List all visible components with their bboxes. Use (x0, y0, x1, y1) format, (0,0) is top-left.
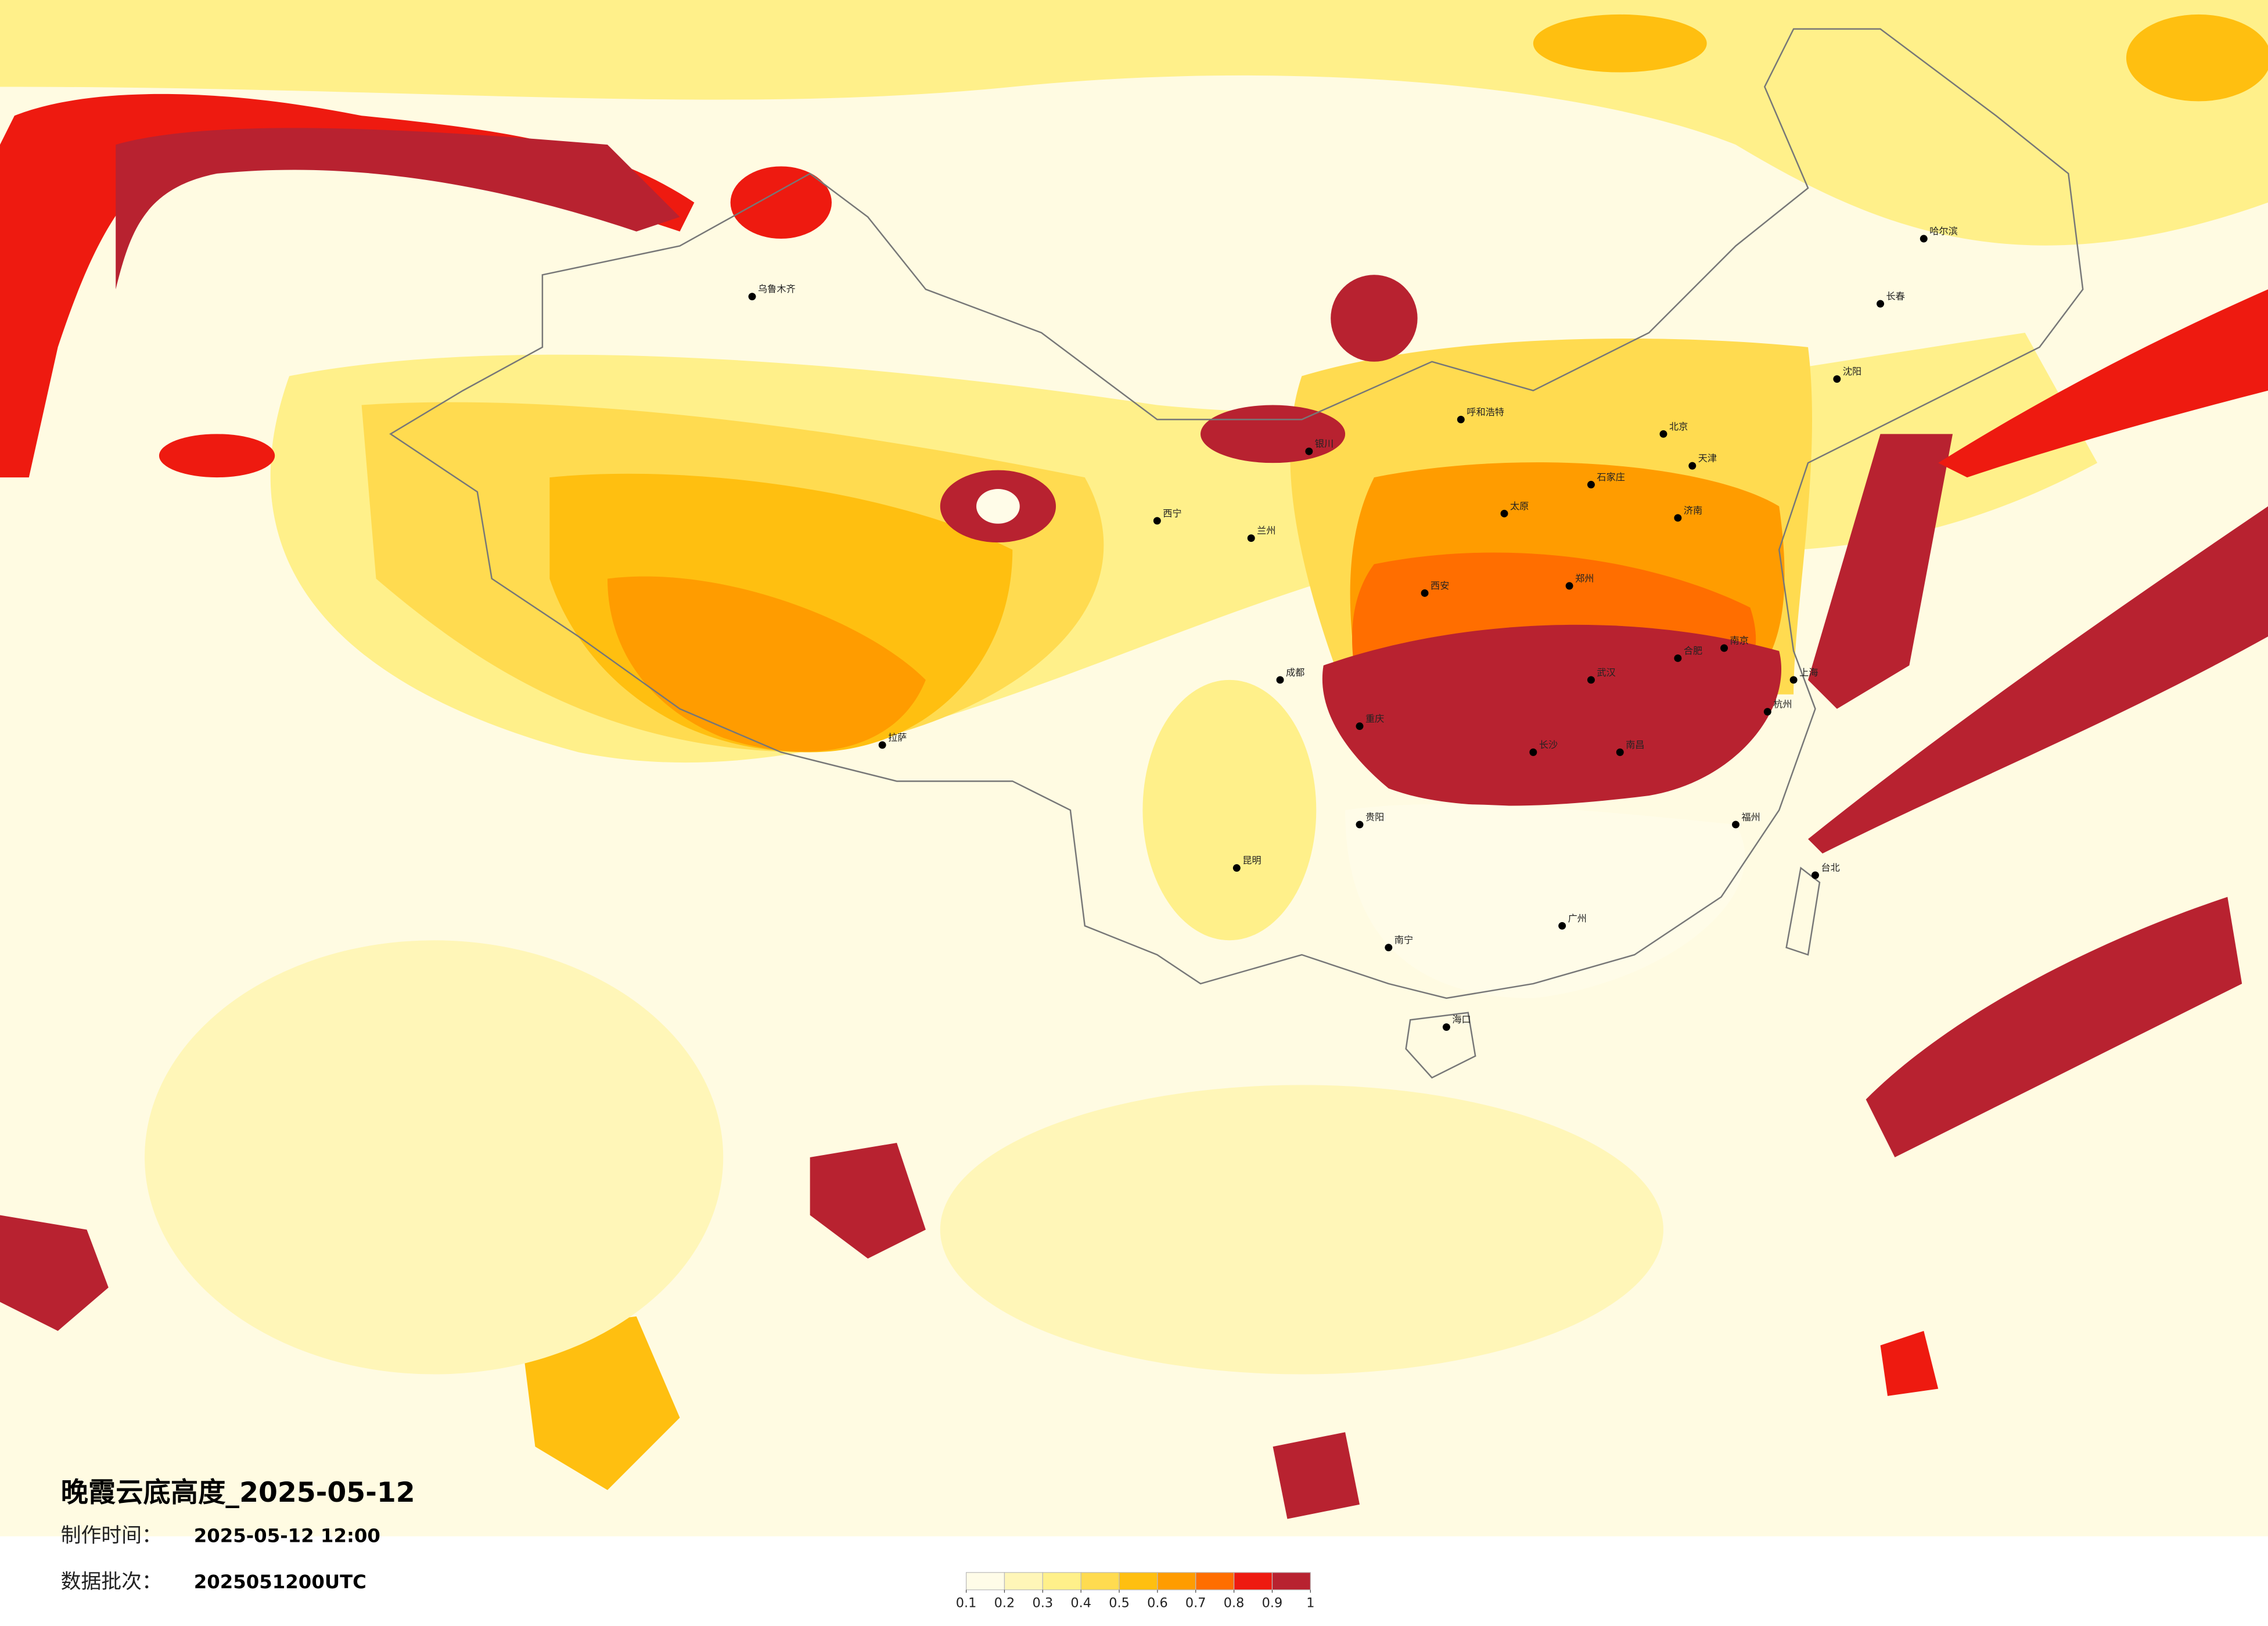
city-label: 海口 (1452, 1014, 1471, 1025)
city-label: 石家庄 (1597, 472, 1625, 483)
city-dot (1688, 462, 1696, 470)
legend-swatch (1119, 1572, 1158, 1591)
city-label: 合肥 (1684, 645, 1702, 656)
city-label: 哈尔滨 (1929, 226, 1958, 237)
city-label: 太原 (1510, 501, 1529, 512)
legend-swatch (1080, 1572, 1120, 1591)
city-label: 银川 (1315, 438, 1334, 449)
city-dot (1877, 300, 1885, 308)
legend-tick-label: 0.8 (1224, 1596, 1245, 1611)
legend-tick-label: 0.1 (956, 1596, 977, 1611)
city-label: 长沙 (1539, 739, 1558, 750)
city-dot (1276, 676, 1284, 684)
made-label: 制作时间： (61, 1524, 162, 1548)
city-dot (1587, 676, 1595, 684)
city-dot (1442, 1023, 1450, 1031)
city-dot (1833, 375, 1841, 383)
city-label: 拉萨 (888, 732, 907, 743)
city-label: 呼和浩特 (1467, 406, 1504, 418)
city-label: 台北 (1821, 862, 1839, 873)
city-label: 成都 (1286, 667, 1304, 678)
legend-tick-label: 0.5 (1109, 1596, 1130, 1611)
city-dot (1421, 589, 1429, 597)
color-legend: 0.1 0.2 0.3 0.4 0.5 0.6 0.7 0.8 0.9 1 (956, 1572, 1314, 1611)
legend-tick-label: 0.9 (1262, 1596, 1283, 1611)
city-label: 长春 (1886, 291, 1905, 302)
city-label: 昆明 (1242, 855, 1261, 866)
city-dot (1920, 235, 1928, 243)
city-label: 郑州 (1575, 573, 1594, 584)
city-label: 南宁 (1394, 934, 1413, 945)
batch-value: 2025051200UTC (194, 1571, 366, 1593)
city-label: 杭州 (1773, 699, 1792, 710)
legend-swatch (1042, 1572, 1081, 1591)
city-label: 北京 (1669, 421, 1688, 432)
made-time: 2025-05-12 12:00 (194, 1525, 380, 1547)
city-label: 西宁 (1163, 508, 1181, 519)
country-border (389, 28, 2084, 999)
city-dot (1674, 514, 1682, 522)
city-dot (878, 741, 886, 749)
city-label: 重庆 (1365, 713, 1384, 724)
legend-swatch (1157, 1572, 1196, 1591)
city-dot (1616, 748, 1624, 756)
city-label: 武汉 (1597, 667, 1615, 678)
city-dot (1500, 509, 1508, 517)
city-dot (1232, 864, 1241, 872)
cloud-field (0, 0, 2268, 1519)
city-dot (1565, 582, 1573, 590)
legend-swatch (965, 1572, 1005, 1591)
city-dot (1811, 871, 1819, 879)
city-label: 济南 (1684, 505, 1702, 516)
city-label: 南京 (1730, 635, 1749, 646)
city-dot (1763, 708, 1771, 716)
city-label: 兰州 (1257, 525, 1275, 536)
city-dot (1587, 481, 1595, 488)
legend-tick-label: 1 (1306, 1596, 1314, 1611)
city-label: 福州 (1741, 811, 1760, 822)
city-dot (1789, 676, 1798, 684)
city-dot (1356, 722, 1364, 731)
city-dot (748, 293, 756, 301)
city-label: 上海 (1799, 667, 1818, 678)
batch-label: 数据批次： (61, 1570, 162, 1593)
city-dot (1385, 944, 1393, 952)
city-dot (1529, 748, 1537, 756)
city-label: 乌鲁木齐 (758, 283, 796, 294)
city-dot (1659, 430, 1667, 438)
legend-tick-label: 0.6 (1147, 1596, 1168, 1611)
city-label: 天津 (1698, 453, 1717, 464)
city-label: 广州 (1568, 913, 1587, 924)
legend-tick-label: 0.2 (994, 1596, 1015, 1611)
city-label: 西安 (1430, 580, 1449, 591)
legend-swatch (1004, 1572, 1043, 1591)
city-dot (1305, 447, 1313, 455)
island-border (1405, 1012, 1476, 1079)
legend-tick-label: 0.3 (1033, 1596, 1054, 1611)
city-dot (1720, 644, 1728, 652)
city-dot (1153, 517, 1161, 525)
city-dot (1558, 922, 1566, 930)
legend-swatch (1233, 1572, 1273, 1591)
legend-tick-label: 0.4 (1070, 1596, 1091, 1611)
city-dot (1356, 821, 1364, 829)
city-label: 沈阳 (1843, 366, 1861, 377)
map-title: 晚霞云底高度_2025-05-12 (61, 1477, 415, 1509)
city-dot (1247, 534, 1255, 542)
city-dot (1674, 654, 1682, 662)
city-dot (1457, 415, 1465, 423)
city-dot (1732, 821, 1739, 829)
legend-tick-label: 0.7 (1185, 1596, 1206, 1611)
legend-swatch (1195, 1572, 1235, 1591)
city-label: 南昌 (1626, 739, 1644, 750)
legend-swatch (1271, 1572, 1311, 1591)
city-label: 贵阳 (1365, 811, 1384, 822)
